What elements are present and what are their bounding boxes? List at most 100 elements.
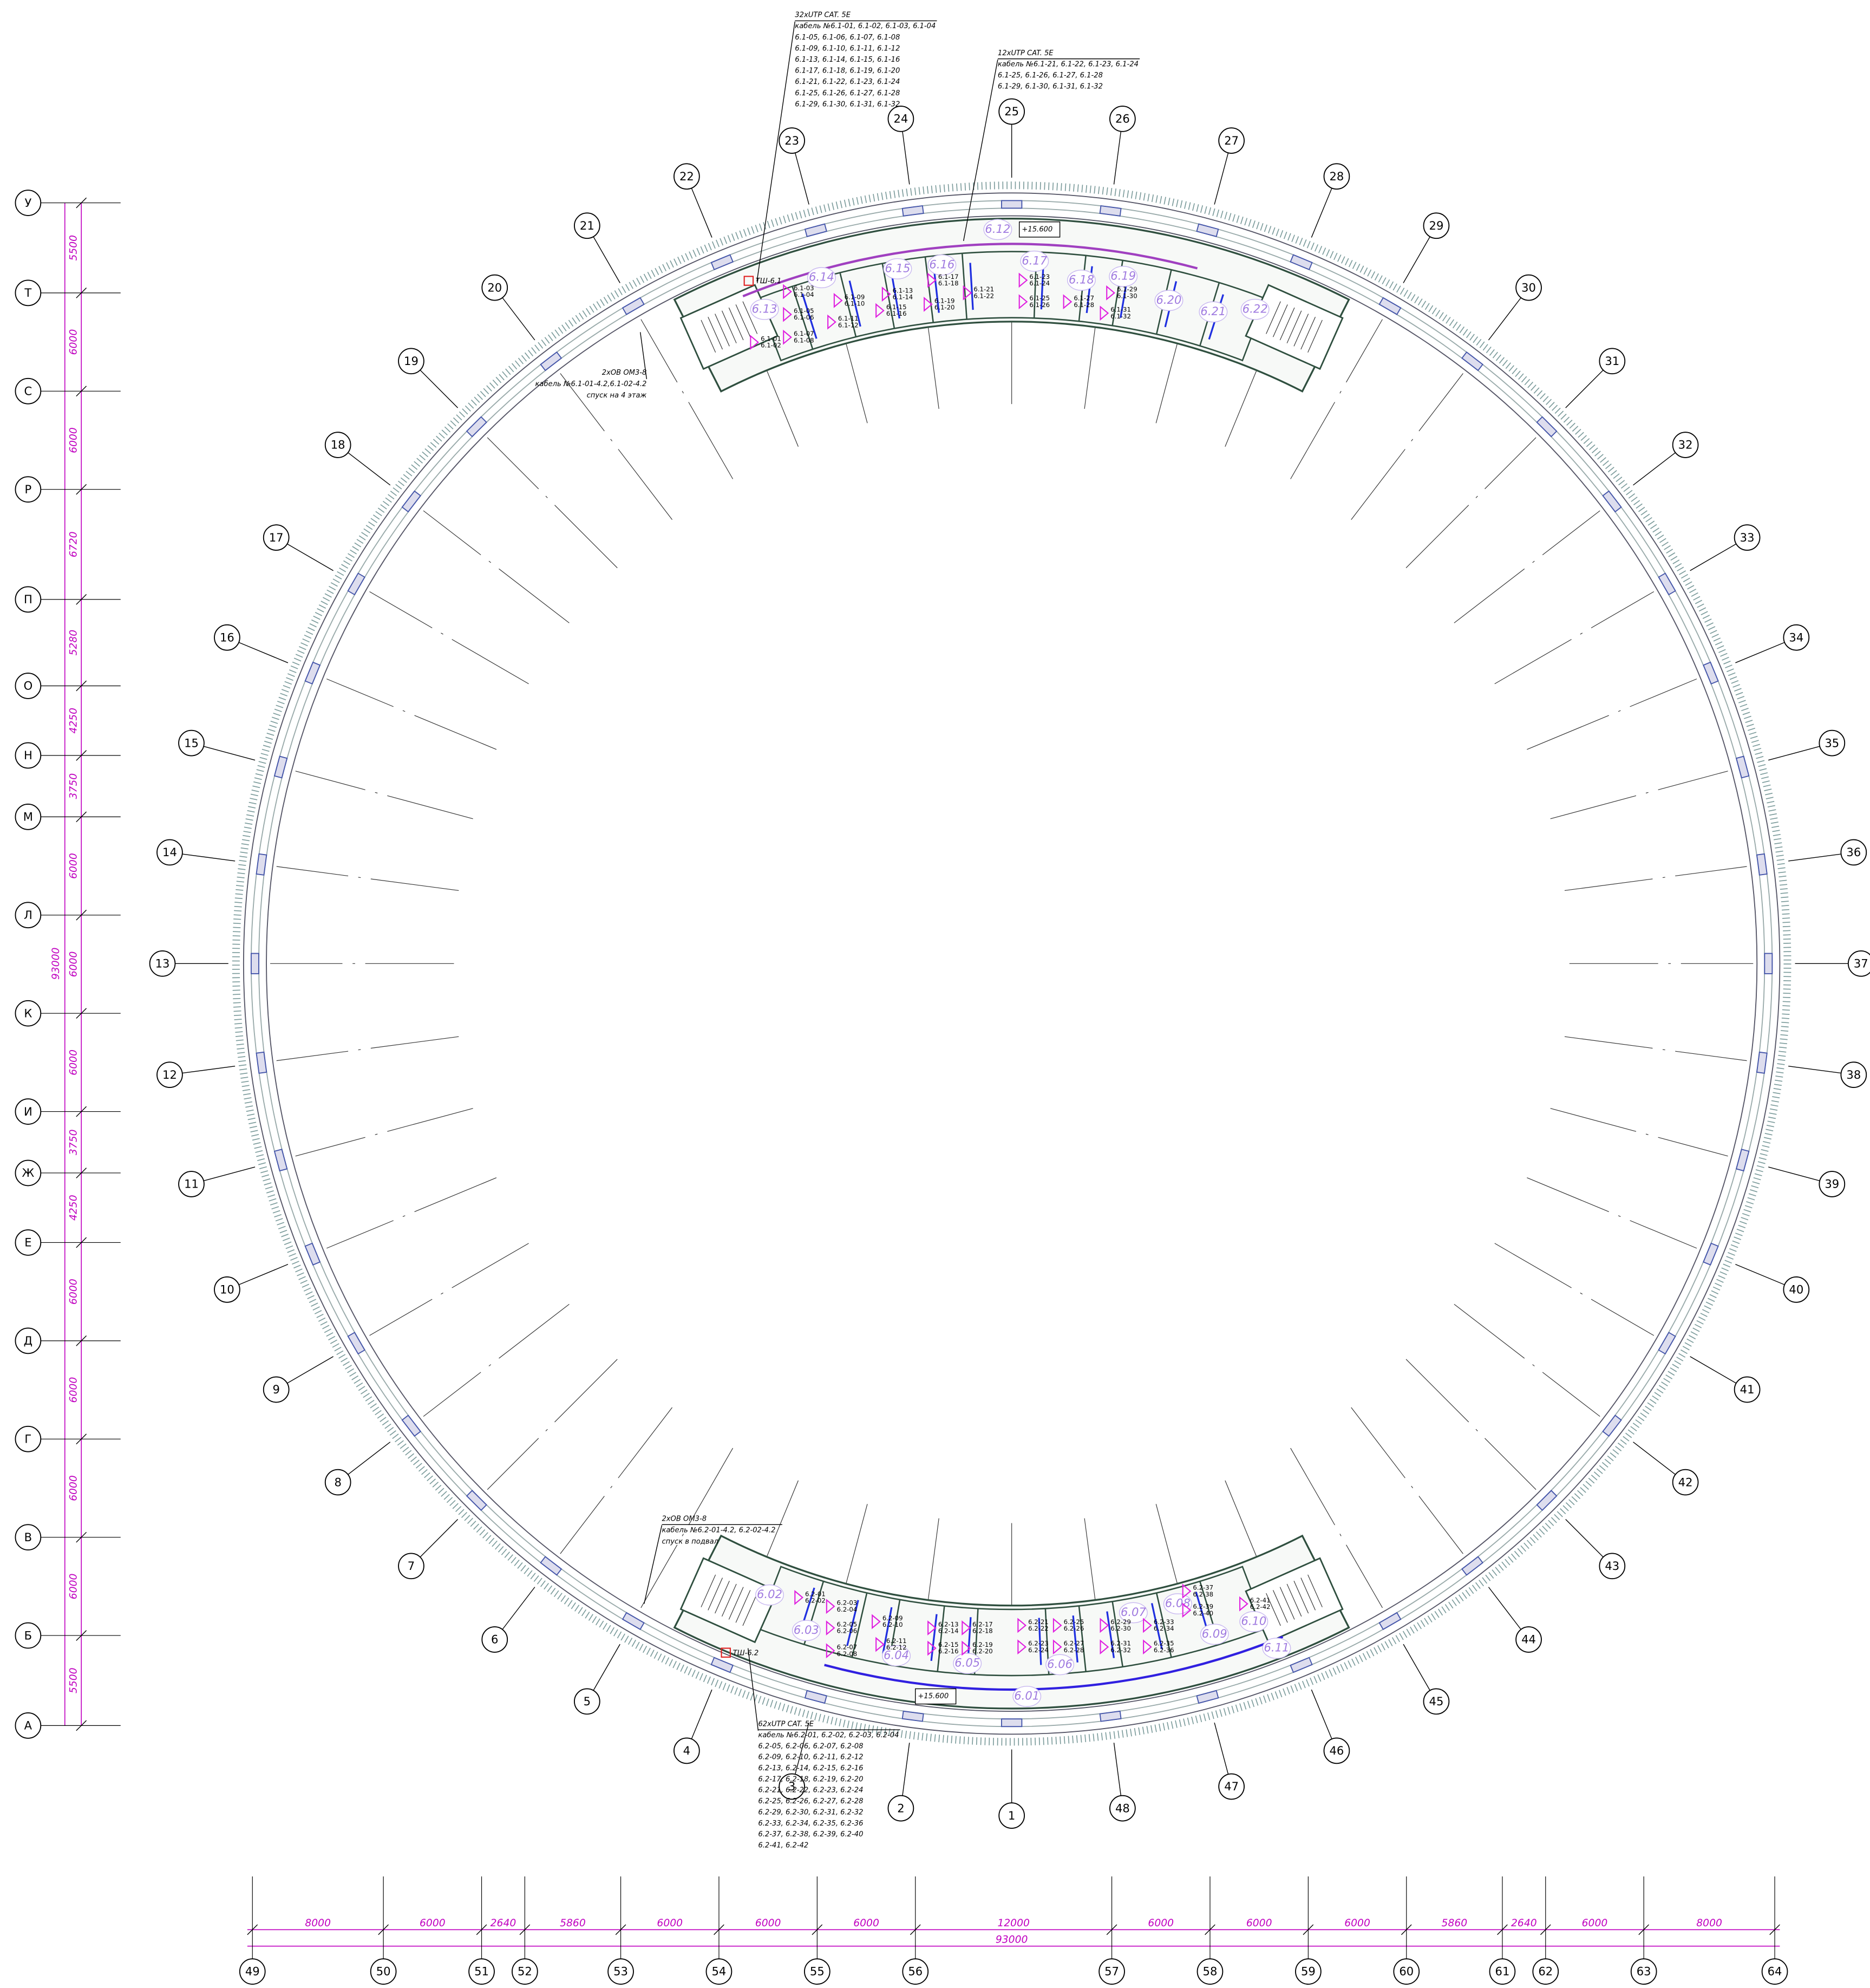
socket-label: 6.2-14 [938,1627,959,1635]
stair-step [1307,1574,1323,1607]
column [622,297,645,315]
stair-step [701,1574,716,1607]
axis-leader [1788,1066,1841,1074]
socket-label: 6.2-42 [1250,1603,1271,1611]
axis-bubble [1218,1773,1245,1800]
column [1001,200,1023,209]
socket-label: 6.1-23 [1029,273,1050,281]
socket-label: 6.2-05 [837,1621,858,1628]
socket-label: 6.2-22 [1028,1625,1049,1632]
socket [1143,1618,1152,1633]
axis-label: 13 [155,956,170,970]
socket [875,303,885,318]
column [710,1657,734,1673]
axis-bubble [15,279,42,307]
column [466,416,487,438]
axis-label: 26 [1115,112,1130,126]
cabinet-mark [721,1647,731,1658]
axis-bubble [674,1737,700,1764]
socket [1100,1618,1109,1633]
room-tag [883,258,912,279]
column [1735,1149,1750,1172]
axis-bubble [1393,1958,1420,1985]
note-line: 6.1-21, 6.1-22, 6.1-23, 6.1-24 [795,78,900,86]
column [1536,416,1558,438]
axis-bubble [1734,524,1761,551]
axis-label: 12 [162,1068,177,1081]
axis-bubble [1599,1553,1626,1580]
socket-label: 6.1-15 [886,303,907,311]
axis-center-line [1290,1448,1383,1608]
axis-center-line [295,771,473,819]
axis-leader [593,1644,620,1691]
axis-bubble [512,1958,538,1985]
axis-center-line [276,866,459,891]
note-line: кабель №6.1-01, 6.1-02, 6.1-03, 6.1-04 [795,22,936,30]
axis-bubble [1196,1958,1224,1985]
axis-bubble [779,1773,806,1800]
axis-bubble [887,106,914,132]
axis-leader [1735,1264,1785,1286]
axis-leader [795,153,809,205]
socket-label: 6.2-13 [938,1621,959,1628]
room-tag [1067,269,1096,291]
column [1290,1657,1313,1673]
dim-tick [76,288,87,298]
socket [927,272,937,288]
room-label: 6.05 [954,1656,980,1670]
axis-leader [1768,746,1820,761]
socket-label: 6.1-32 [1110,312,1131,320]
socket-label: 6.1-01 [761,335,781,343]
axis-bubble [15,673,42,699]
dim-tick [76,680,87,692]
row-dimension: 6000 [68,1050,80,1076]
column [304,1242,321,1266]
dim-tick [378,1924,389,1935]
axis-center-line [1550,771,1728,819]
column-label: 55 [810,1965,825,1978]
elevation-label: +15.600 [918,1692,949,1700]
dim-tick [76,1531,87,1543]
axis-bubble [15,1327,42,1354]
column [466,1490,487,1511]
axis-label: 44 [1521,1633,1536,1646]
axis-label: 23 [784,134,799,147]
socket-label: 6.1-03 [794,284,814,292]
room-tag [953,1653,982,1674]
socket [783,284,792,299]
axis-bubble [1672,432,1699,458]
column [1756,853,1768,876]
axis-center-line [640,1448,734,1608]
dim-tick [1769,1924,1780,1935]
stair-step [708,316,723,350]
note-line: 6.1-13, 6.1-14, 6.1-15, 6.1-16 [795,56,900,64]
axis-label: 2 [897,1801,904,1815]
column [401,1415,422,1437]
axis-leader [1768,1166,1820,1182]
axis-label: 24 [893,112,908,126]
socket-label: 6.2-29 [1110,1618,1131,1626]
axis-leader [1690,1356,1737,1384]
stair-step [1286,1583,1302,1617]
stair-step [708,1578,723,1611]
room-label: 6.19 [1110,269,1136,282]
row-label: Б [24,1628,32,1642]
axis-label: 40 [1789,1283,1803,1296]
axis-bubble [214,624,240,651]
axis-bubble [803,1958,831,1985]
socket-label: 6.2-20 [972,1647,993,1655]
socket [1182,1602,1192,1618]
axis-bubble [15,1229,42,1256]
row-label: С [24,384,32,397]
row-label: Л [24,908,32,922]
axis-leader [203,746,256,761]
socket-label: 6.2-02 [805,1596,826,1604]
axis-label: 9 [272,1383,279,1396]
note-line: 6.1-25, 6.1-26, 6.1-27, 6.1-28 [998,71,1103,80]
column [250,953,259,974]
socket [750,335,760,350]
dim-tick [76,1630,87,1641]
socket [783,329,792,345]
axis-bubble [15,902,42,929]
